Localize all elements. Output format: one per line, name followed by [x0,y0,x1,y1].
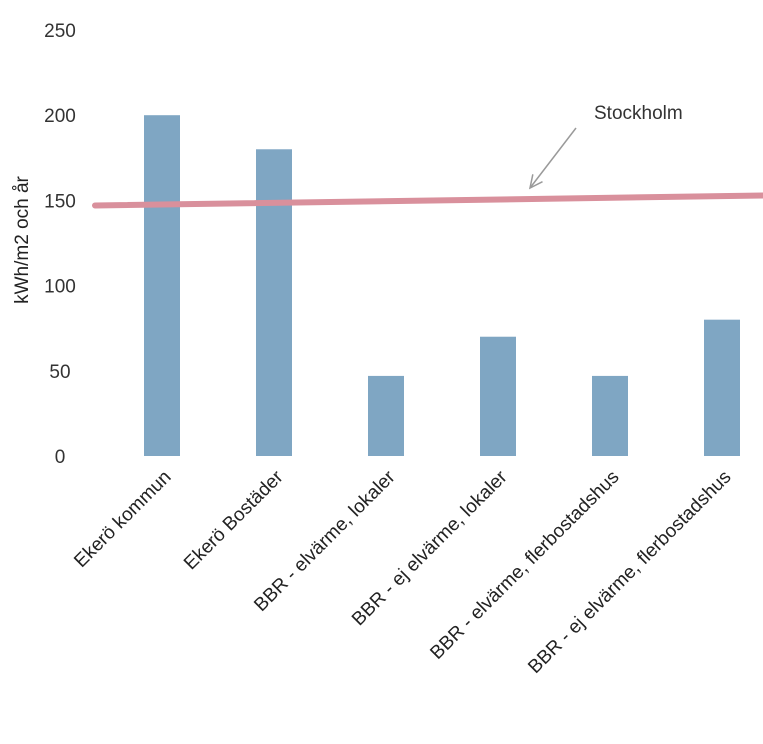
category-label: Ekerö Bostäder [180,466,288,574]
bar [480,336,516,456]
y-tick-label: 50 [49,362,70,383]
reference-line-label: Stockholm [594,103,683,124]
bar [256,149,292,456]
reference-line [92,192,763,209]
y-tick-label: 200 [44,106,76,127]
annotation-arrow [529,127,577,189]
category-label: BBR - ej elvärme, flerbostadshus [524,467,735,678]
y-axis-label: kWh/m2 och år [12,175,33,303]
y-tick-label: 0 [55,447,66,468]
bar [592,375,628,456]
y-axis-ticks: 0 50 100 150 200 250 [44,21,76,468]
y-tick-label: 250 [44,21,76,42]
category-labels: Ekerö kommun Ekerö Bostäder BBR - elvärme,… [70,466,735,678]
y-tick-label: 100 [44,277,76,298]
reference-line-group: Stockholm [92,103,763,209]
bar [368,375,404,456]
annotation-arrowhead [528,174,543,190]
bar [704,319,740,456]
bar [144,115,180,456]
category-label: Ekerö kommun [70,467,175,572]
category-label: BBR - elvärme, flerbostadshus [426,467,623,664]
bars [144,115,740,456]
y-tick-label: 150 [44,191,76,212]
